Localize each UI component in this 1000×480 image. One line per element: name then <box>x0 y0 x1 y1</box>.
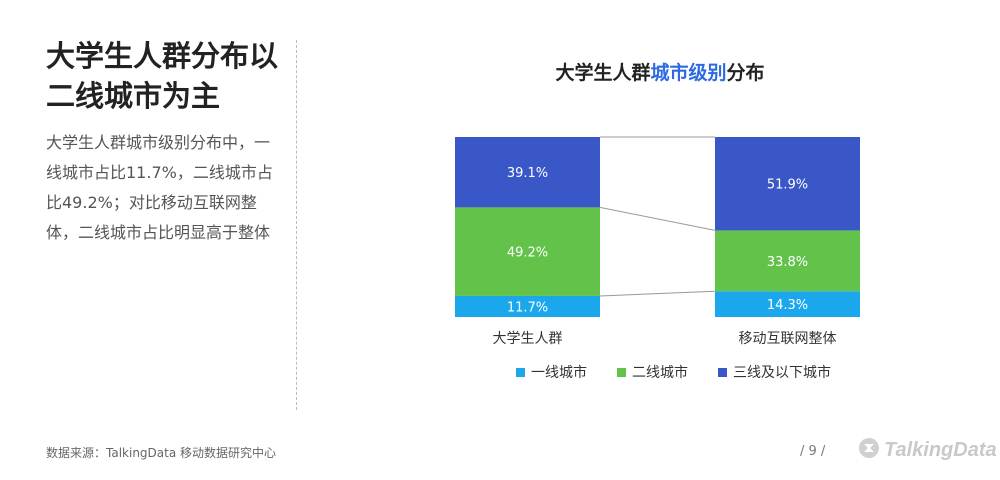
vertical-divider <box>296 40 297 410</box>
legend-label: 一线城市 <box>531 365 587 381</box>
legend-swatch <box>718 367 727 377</box>
data-label-1-1: 11.7% <box>507 300 548 315</box>
source-note: 数据来源：TalkingData 移动数据研究中心 <box>46 446 277 460</box>
legend-swatch <box>516 367 525 377</box>
data-label-2-1: 14.3% <box>767 298 808 313</box>
category-label-2: 移动互联网整体 <box>739 331 837 347</box>
brand-logo: TalkingData <box>858 437 997 463</box>
connector-line-1 <box>599 290 716 297</box>
bar-segment-2-3 <box>715 137 860 231</box>
bar-segment-1-2 <box>455 207 600 296</box>
data-label-1-2: 49.2% <box>507 246 548 261</box>
bar-segment-2-1 <box>715 291 860 317</box>
legend-item-2: 二线城市 <box>617 362 688 382</box>
legend-label: 二线城市 <box>632 365 688 381</box>
brand-icon <box>858 437 880 463</box>
chart-title-prefix: 大学生人群 <box>555 62 651 84</box>
data-label-2-3: 51.9% <box>767 178 808 193</box>
bar-segment-1-1 <box>455 295 600 317</box>
chart-title-highlight: 城市级别 <box>650 62 727 84</box>
bar-segment-1-3 <box>455 137 600 208</box>
legend-label: 三线及以下城市 <box>733 365 831 381</box>
connector-line-2 <box>599 206 716 231</box>
page-number: / 9 / <box>800 444 826 459</box>
legend: 一线城市 二线城市 三线及以下城市 <box>516 362 831 382</box>
category-label-1: 大学生人群 <box>493 331 563 347</box>
bar-segment-2-2 <box>715 230 860 292</box>
summary-text: 大学生人群城市级别分布中，一线城市占比11.7%，二线城市占比49.2%；对比移… <box>46 133 273 242</box>
chart-title-suffix: 分布 <box>726 62 765 84</box>
headline: 大学生人群分布以二线城市为主 <box>46 39 279 113</box>
legend-swatch <box>617 367 626 377</box>
stacked-bar-chart: 11.7% 49.2% 39.1% 大学生人群 14.3% 33.8% 51.9% 移动互联网… <box>455 136 860 347</box>
legend-item-1: 一线城市 <box>516 362 587 382</box>
brand-text: TalkingData <box>884 438 997 461</box>
legend-item-3: 三线及以下城市 <box>718 362 831 382</box>
data-label-1-3: 39.1% <box>507 166 548 181</box>
chart-title: 大学生人群城市级别分布 <box>440 58 880 85</box>
data-label-2-2: 33.8% <box>767 255 808 270</box>
